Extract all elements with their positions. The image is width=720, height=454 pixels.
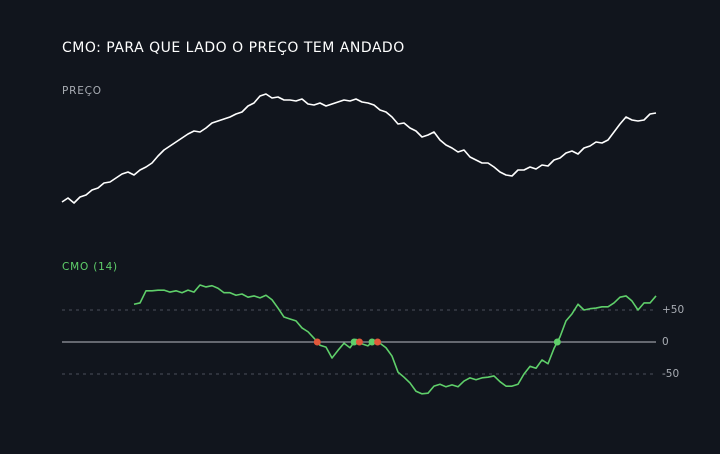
- crossover-marker: [313, 338, 321, 346]
- panel-label: CMO (14): [62, 261, 118, 273]
- series-line: [61, 93, 657, 204]
- crossover-marker: [350, 338, 358, 346]
- panel-label: PREÇO: [62, 85, 102, 97]
- y-tick-label: 0: [662, 336, 669, 348]
- crossover-marker: [553, 338, 561, 346]
- chart-title: CMO: PARA QUE LADO O PREÇO TEM ANDADO: [62, 40, 405, 56]
- crossover-marker: [374, 338, 382, 346]
- y-tick-label: +50: [662, 304, 684, 316]
- series-line: [133, 284, 657, 395]
- crossover-marker: [355, 338, 363, 346]
- y-tick-label: -50: [662, 368, 679, 380]
- crossover-marker: [368, 338, 376, 346]
